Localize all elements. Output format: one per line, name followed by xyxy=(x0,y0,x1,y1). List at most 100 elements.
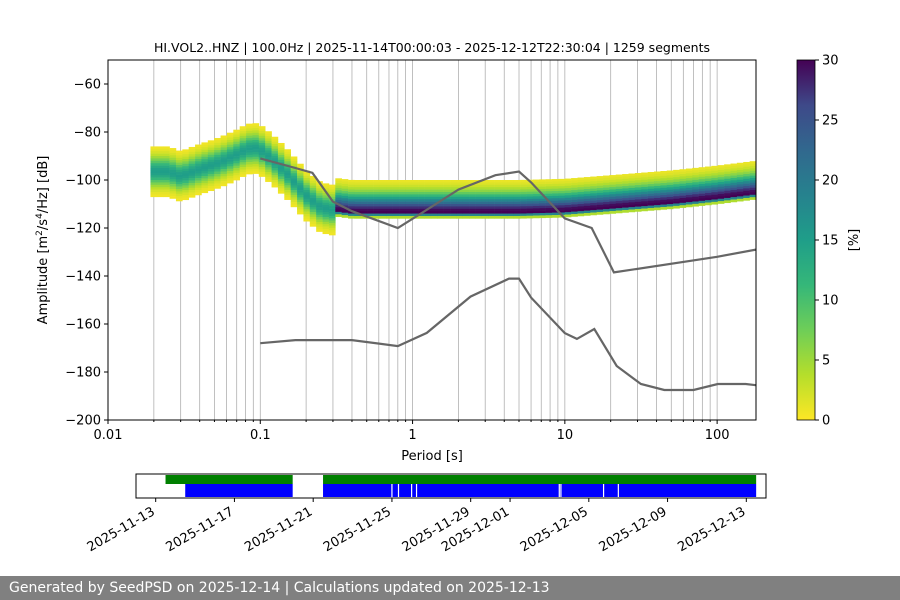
psd-cell xyxy=(481,192,489,195)
psd-cell xyxy=(571,194,578,198)
psd-cell xyxy=(679,190,687,194)
psd-cell xyxy=(717,186,725,190)
psd-cell xyxy=(724,193,731,196)
psd-cell xyxy=(220,164,228,167)
psd-cell xyxy=(736,198,744,202)
psd-cell xyxy=(647,181,655,185)
psd-cell xyxy=(341,181,349,185)
psd-cell xyxy=(328,218,336,221)
psd-cell xyxy=(328,196,336,200)
psd-cell xyxy=(494,189,502,193)
psd-cell xyxy=(373,201,381,205)
psd-cell xyxy=(386,189,393,193)
psd-cell xyxy=(207,159,215,163)
psd-cell xyxy=(590,210,597,213)
psd-cell xyxy=(711,187,719,191)
psd-cell xyxy=(724,181,731,184)
psd-cell xyxy=(418,199,425,202)
psd-cell xyxy=(214,164,221,168)
psd-cell xyxy=(335,178,342,181)
psd-cell xyxy=(150,189,158,193)
psd-cell xyxy=(163,158,170,162)
psd-cell xyxy=(265,176,272,180)
psd-cell xyxy=(328,220,336,224)
psd-cell xyxy=(182,180,189,184)
psd-cell xyxy=(322,195,330,199)
psd-cell xyxy=(526,208,534,212)
psd-cell xyxy=(520,191,527,195)
psd-cell xyxy=(156,194,164,198)
psd-cell xyxy=(596,204,604,208)
psd-cell xyxy=(233,153,240,157)
psd-cell xyxy=(698,176,706,180)
psd-cell xyxy=(322,202,330,206)
psd-cell xyxy=(596,178,604,182)
psd-cell xyxy=(628,197,636,201)
psd-cell xyxy=(520,189,527,193)
psd-cell xyxy=(717,169,725,173)
psd-cell xyxy=(297,166,304,169)
psd-cell xyxy=(462,216,470,219)
psd-cell xyxy=(373,194,381,198)
psd-cell xyxy=(437,192,444,195)
psd-cell xyxy=(277,186,285,189)
psd-cell xyxy=(641,198,648,202)
psd-cell xyxy=(226,156,234,160)
psd-cell xyxy=(730,163,738,167)
psd-cell xyxy=(494,182,502,186)
psd-cell xyxy=(182,168,189,172)
psd-cell xyxy=(717,191,725,195)
psd-cell xyxy=(736,181,744,185)
psd-cell xyxy=(239,145,247,149)
psd-cell xyxy=(430,196,438,200)
psd-cell xyxy=(322,228,330,232)
psd-cell xyxy=(698,167,706,170)
psd-cell xyxy=(348,179,355,183)
psd-cell xyxy=(685,187,693,191)
psd-cell xyxy=(284,185,291,188)
psd-cell xyxy=(405,194,413,198)
psd-cell xyxy=(239,143,247,146)
psd-cell xyxy=(583,186,591,190)
psd-cell xyxy=(501,213,508,217)
psd-cell xyxy=(214,138,221,141)
psd-cell xyxy=(188,156,196,160)
psd-cell xyxy=(341,191,349,194)
psd-cell xyxy=(411,206,419,210)
psd-cell xyxy=(214,154,221,158)
colorbar-tick-label: 5 xyxy=(822,354,830,369)
psd-cell xyxy=(654,202,661,206)
psd-cell xyxy=(647,203,655,206)
psd-cell xyxy=(724,190,731,194)
psd-cell xyxy=(175,191,183,195)
psd-cell xyxy=(297,163,304,167)
psd-cell xyxy=(583,193,591,197)
psd-cell xyxy=(284,192,291,196)
psd-cell xyxy=(673,184,680,187)
psd-cell xyxy=(316,219,323,223)
psd-cell xyxy=(730,192,738,196)
psd-cell xyxy=(488,216,495,219)
psd-cell xyxy=(156,163,164,166)
psd-cell xyxy=(590,190,597,194)
psd-cell xyxy=(705,176,712,179)
psd-cell xyxy=(501,189,508,193)
psd-cell xyxy=(418,216,425,219)
psd-cell xyxy=(239,159,247,163)
psd-cell xyxy=(628,185,636,189)
psd-cell xyxy=(373,196,381,200)
psd-cell xyxy=(297,192,304,196)
psd-cell xyxy=(596,209,604,213)
psd-cell xyxy=(743,176,750,180)
psd-cell xyxy=(156,187,164,190)
psd-cell xyxy=(252,159,260,162)
psd-cell xyxy=(743,190,750,194)
psd-cell xyxy=(246,126,253,129)
psd-cell xyxy=(214,152,221,156)
psd-cell xyxy=(488,194,495,198)
psd-cell xyxy=(265,136,272,139)
psd-cell xyxy=(163,180,170,183)
psd-cell xyxy=(520,201,527,205)
psd-cell xyxy=(685,168,693,172)
psd-cell xyxy=(481,204,489,207)
